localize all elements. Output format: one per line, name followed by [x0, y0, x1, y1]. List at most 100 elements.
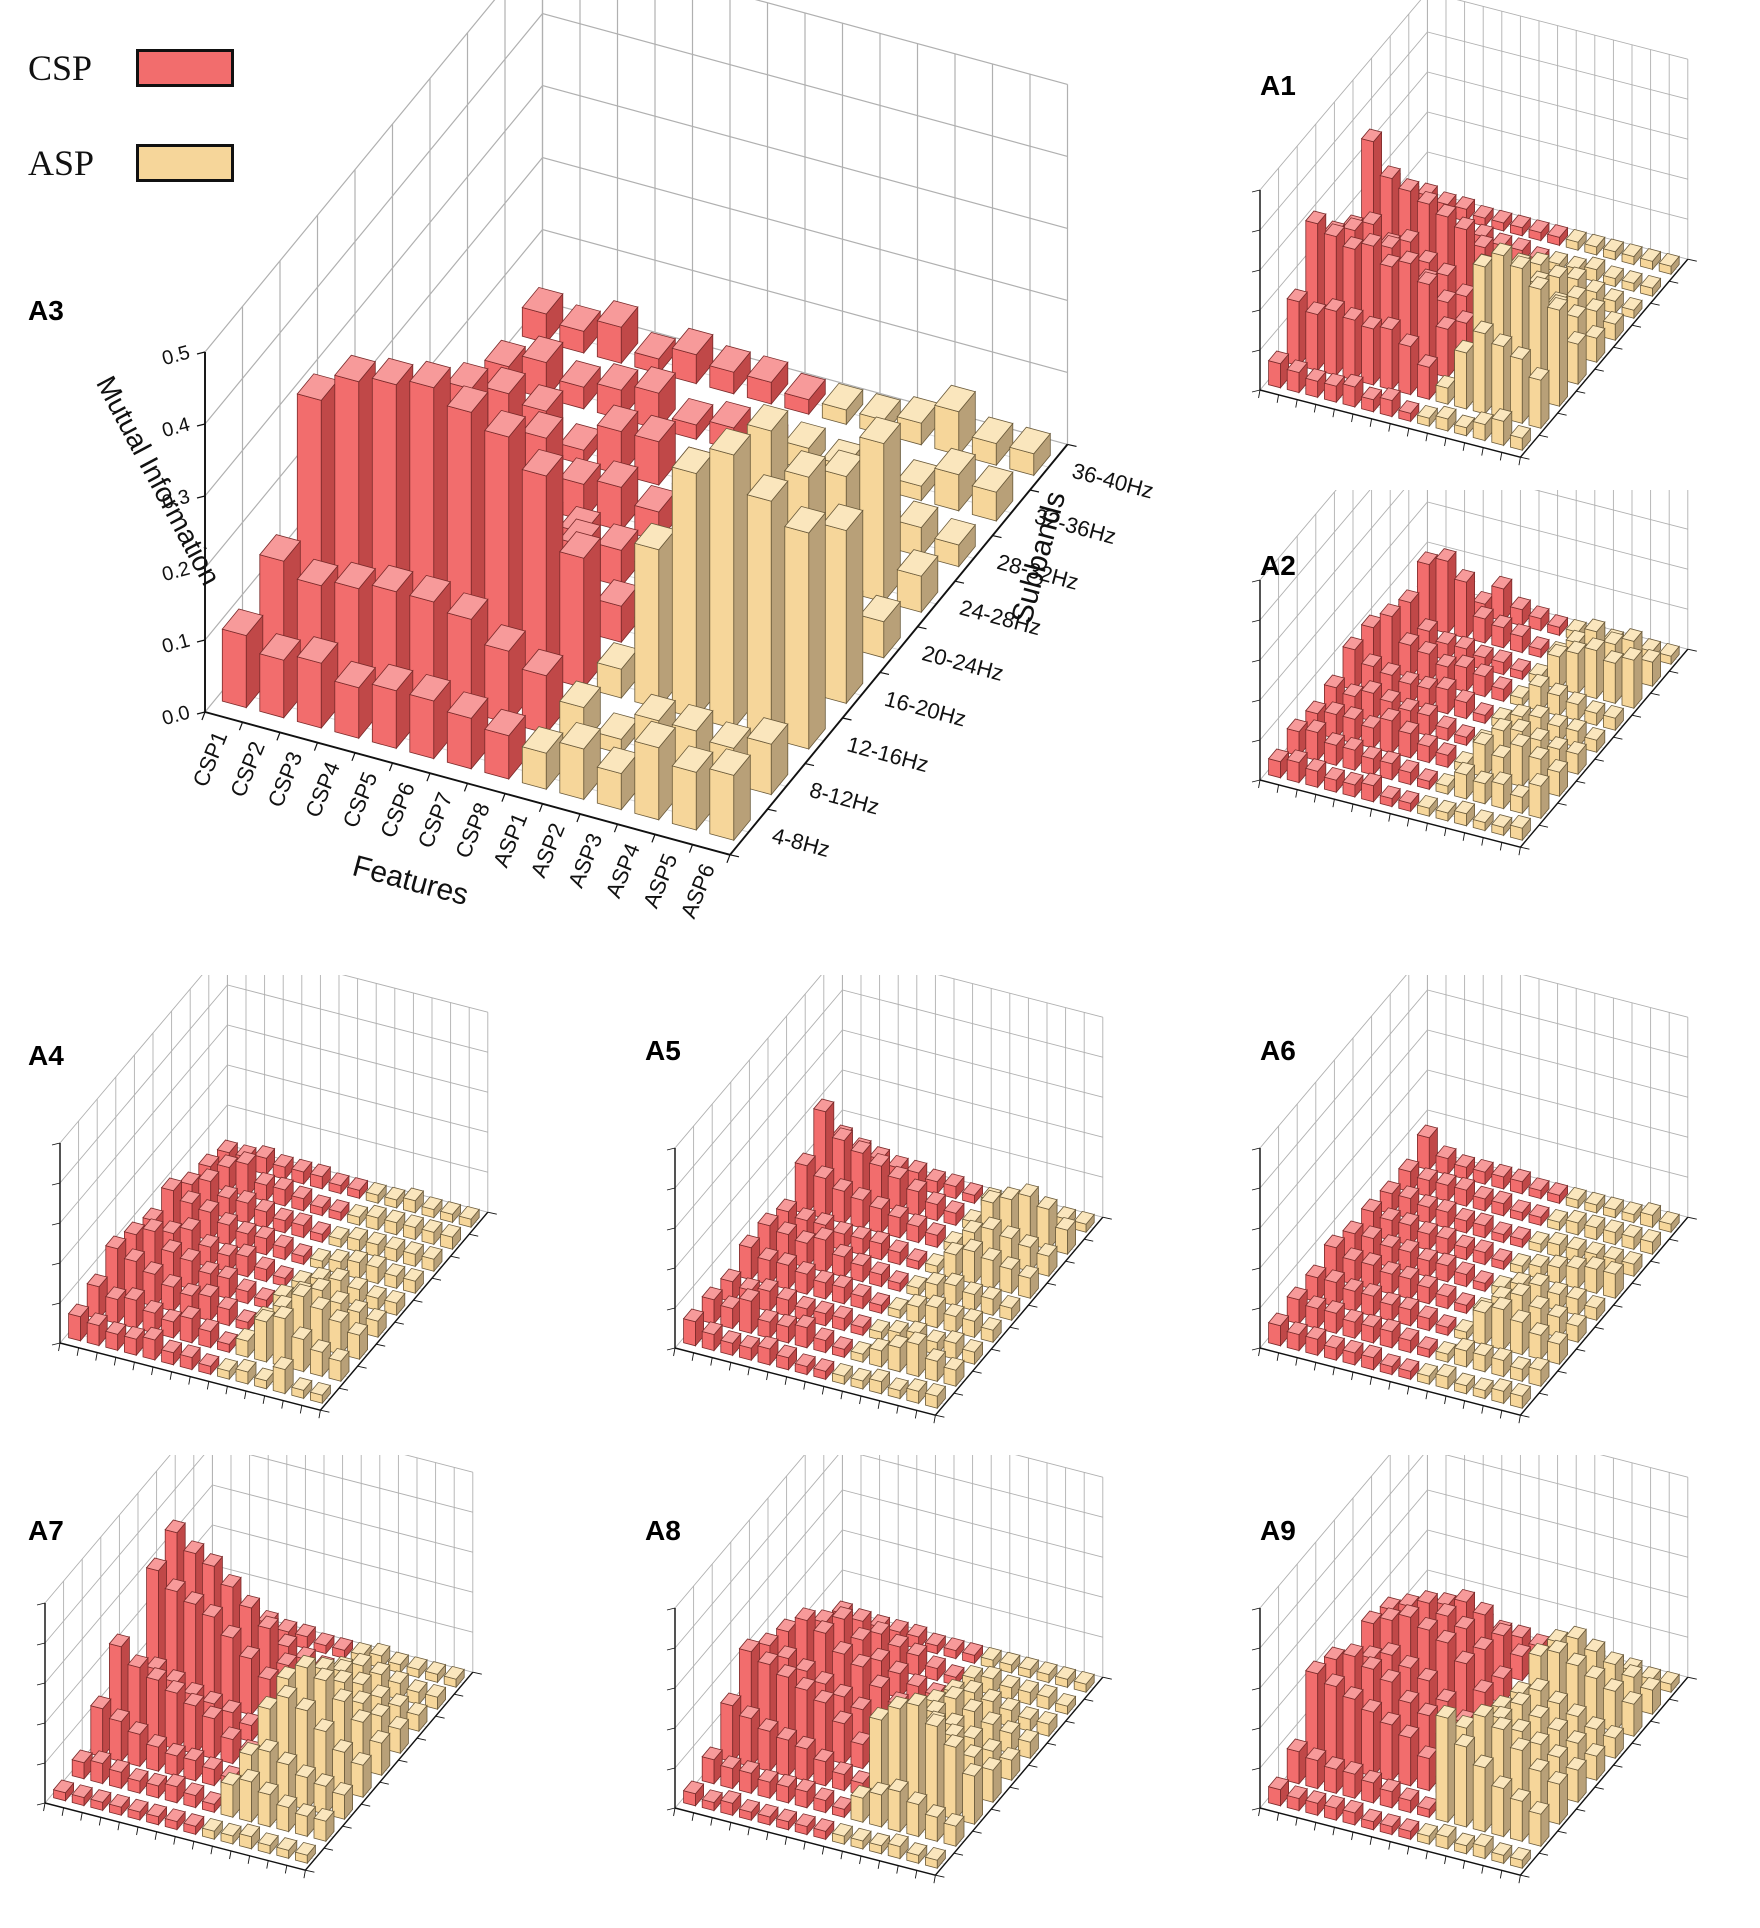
- feature-tick: [1519, 1875, 1520, 1883]
- subband-tick: [993, 536, 1002, 538]
- chart-A1: [1215, 0, 1755, 470]
- bar-csp: [1380, 786, 1400, 807]
- bar-asp: [1603, 705, 1623, 730]
- subband-tick: [918, 627, 927, 629]
- chart-A6: [1215, 975, 1755, 1445]
- bar-asp: [426, 1684, 446, 1709]
- bar-csp: [851, 1732, 871, 1769]
- feature-tick-label: CSP6: [375, 779, 420, 842]
- chart-panel-A7: A7: [0, 1455, 540, 1923]
- bar-front: [860, 437, 884, 602]
- feature-tick: [1333, 799, 1334, 807]
- bar-csp: [184, 1693, 204, 1754]
- feature-tick-label: ASP5: [638, 850, 682, 912]
- bar-asp: [385, 1187, 405, 1208]
- bar-asp: [907, 1843, 927, 1864]
- feature-tick: [1426, 1851, 1427, 1859]
- bar-csp: [87, 1274, 107, 1319]
- bar-csp: [925, 1223, 945, 1248]
- bar-front: [870, 1792, 882, 1827]
- feature-tick: [1370, 1837, 1371, 1845]
- bar-asp: [1529, 1323, 1549, 1360]
- feature-tick: [1463, 1861, 1464, 1869]
- bar-asp: [1510, 734, 1530, 787]
- bar-asp: [366, 1205, 386, 1230]
- bar-csp: [1436, 1284, 1456, 1309]
- feature-tick-label: CSP8: [450, 799, 495, 862]
- z-tick: [37, 1723, 45, 1725]
- bar-asp: [1641, 275, 1661, 296]
- z-tick: [667, 1268, 675, 1270]
- bar-csp: [314, 1633, 334, 1654]
- panel-label-A6: A6: [1260, 1035, 1296, 1067]
- bar-csp: [199, 1284, 219, 1321]
- bar-asp: [1056, 1667, 1076, 1688]
- bar-asp: [785, 506, 826, 749]
- bar-asp: [258, 1782, 278, 1827]
- bar-front: [1417, 364, 1429, 399]
- z-tick: [1252, 1228, 1260, 1230]
- bar-csp: [777, 1253, 797, 1290]
- bar-front: [935, 405, 959, 455]
- bar-front: [1603, 1271, 1615, 1298]
- feature-tick: [804, 1842, 805, 1850]
- feature-tick: [1333, 1367, 1334, 1375]
- bar-asp: [1492, 1379, 1512, 1404]
- bar-asp: [870, 1369, 890, 1394]
- bar-asp: [422, 1220, 442, 1245]
- bar-front: [91, 1706, 103, 1757]
- z-tick: [197, 496, 205, 498]
- bar-csp: [832, 1711, 852, 1764]
- bar-asp: [1585, 1257, 1605, 1294]
- feature-tick: [267, 1861, 268, 1869]
- feature-tick: [727, 855, 730, 863]
- subband-tick: [880, 672, 889, 674]
- subband-tick: [935, 1875, 944, 1877]
- bar-asp: [1510, 1310, 1530, 1355]
- feature-tick: [230, 1851, 231, 1859]
- feature-tick: [652, 834, 655, 842]
- z-tick: [1252, 390, 1260, 392]
- bar-asp: [1585, 234, 1605, 255]
- bar-csp: [672, 398, 713, 439]
- bar-asp: [1473, 732, 1493, 777]
- feature-tick: [1296, 790, 1297, 798]
- feature-tick: [1407, 818, 1408, 826]
- feature-tick: [1389, 1842, 1390, 1850]
- chart-A5: [615, 975, 1155, 1445]
- subband-tick: [473, 1672, 482, 1674]
- bar-csp: [739, 1799, 759, 1820]
- bar-csp: [124, 1288, 144, 1329]
- bar-asp: [329, 1226, 349, 1247]
- feature-tick: [1352, 1832, 1353, 1840]
- bar-asp: [403, 1268, 423, 1293]
- gridline-z: [45, 1455, 473, 1603]
- subband-tick: [1539, 435, 1548, 437]
- feature-tick: [263, 1396, 264, 1404]
- bar-csp: [1492, 650, 1512, 675]
- bar-front: [1343, 317, 1355, 380]
- bar-asp: [1473, 321, 1493, 414]
- bar-csp: [255, 1257, 275, 1282]
- bar-csp: [1455, 569, 1475, 638]
- bar-front: [795, 1325, 807, 1348]
- bar-csp: [1455, 1651, 1475, 1720]
- bar-front: [221, 1782, 233, 1817]
- bar-csp: [785, 373, 826, 414]
- subband-tick: [1651, 693, 1660, 695]
- bar-asp: [1548, 1232, 1568, 1257]
- feature-tick: [692, 1813, 693, 1821]
- bar-asp: [944, 1735, 964, 1820]
- bar-front: [143, 1337, 155, 1360]
- bar-front: [522, 747, 546, 790]
- chart-panel-A6: A6: [1215, 975, 1755, 1445]
- bar-front: [1287, 370, 1299, 393]
- bar-front: [1269, 1323, 1281, 1346]
- bar-csp: [310, 1222, 330, 1243]
- feature-tick: [389, 763, 392, 771]
- bar-asp: [1603, 239, 1623, 260]
- bar-front: [1306, 312, 1318, 371]
- subband-tick: [376, 1344, 385, 1346]
- subband-tick: [1010, 1787, 1019, 1789]
- bar-asp: [1566, 1210, 1586, 1235]
